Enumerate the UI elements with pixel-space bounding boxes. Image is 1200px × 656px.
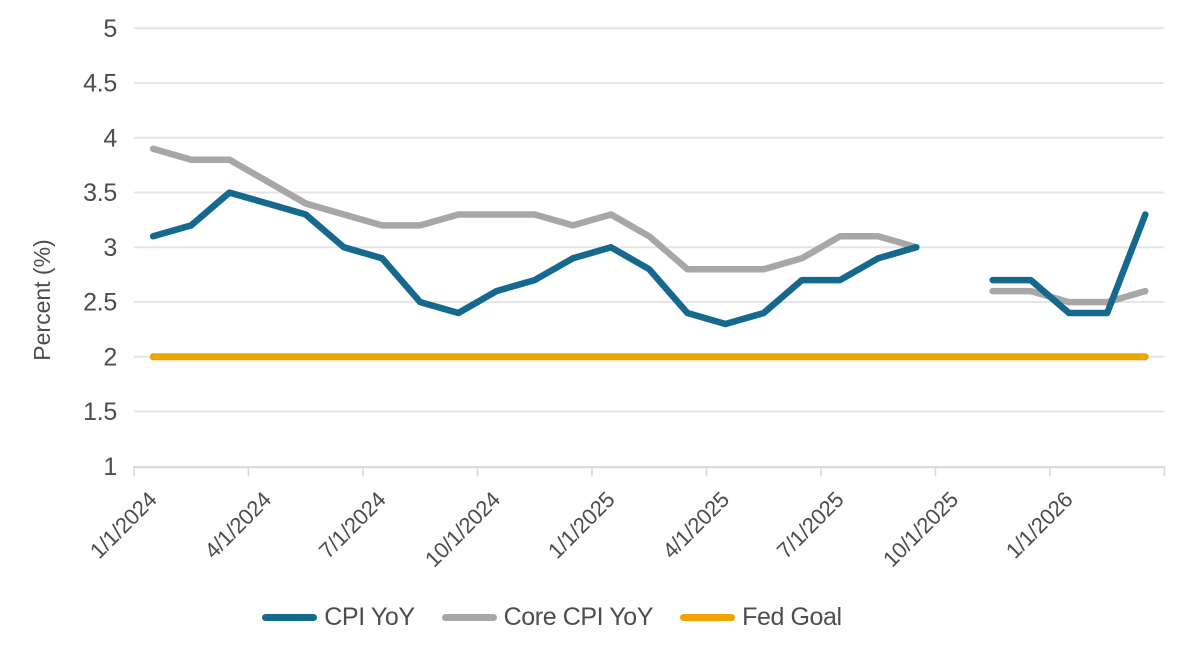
x-tick-label: 10/1/2025 bbox=[878, 487, 963, 572]
x-tick-label: 7/1/2024 bbox=[314, 487, 391, 564]
y-tick-label: 1 bbox=[103, 453, 117, 481]
y-tick-label: 3.5 bbox=[83, 179, 117, 207]
y-tick-label: 3 bbox=[103, 234, 117, 262]
x-tick-label: 4/1/2024 bbox=[199, 487, 276, 564]
y-tick-label: 4 bbox=[103, 124, 117, 152]
cpi-yoy-line bbox=[989, 211, 1149, 317]
cpi-yoy-line bbox=[149, 189, 920, 328]
y-tick-label: 2 bbox=[103, 343, 117, 371]
y-tick-label: 2.5 bbox=[83, 289, 117, 317]
y-tick-label: 4.5 bbox=[83, 70, 117, 98]
x-tick-label: 10/1/2024 bbox=[420, 487, 505, 572]
x-tick-label: 4/1/2025 bbox=[657, 487, 734, 564]
legend-label-fed-goal: Fed Goal bbox=[742, 603, 842, 631]
legend-swatch-fed-goal bbox=[680, 613, 736, 622]
legend-item-cpi-yoy: CPI YoY bbox=[262, 603, 415, 632]
y-tick-label: 1.5 bbox=[83, 398, 117, 426]
legend-swatch-cpi-yoy bbox=[262, 613, 318, 622]
y-tick-label: 5 bbox=[103, 15, 117, 43]
legend-label-core-cpi-yoy: Core CPI YoY bbox=[503, 603, 654, 631]
x-tick-label: 1/1/2026 bbox=[1001, 487, 1078, 564]
x-tick-label: 1/1/2025 bbox=[543, 487, 620, 564]
legend-item-core-cpi-yoy: Core CPI YoY bbox=[441, 603, 654, 632]
legend-swatch-core-cpi-yoy bbox=[441, 613, 497, 622]
legend-item-fed-goal: Fed Goal bbox=[680, 603, 842, 632]
core-cpi-yoy-line bbox=[989, 287, 1149, 306]
x-tick-label: 1/1/2024 bbox=[85, 487, 162, 564]
y-axis-title: Percent (%) bbox=[29, 239, 55, 360]
x-tick-label: 7/1/2025 bbox=[772, 487, 849, 564]
legend-label-cpi-yoy: CPI YoY bbox=[324, 603, 415, 631]
chart-legend: CPI YoY Core CPI YoY Fed Goal bbox=[0, 603, 1200, 632]
core-cpi-yoy-line bbox=[149, 145, 920, 273]
